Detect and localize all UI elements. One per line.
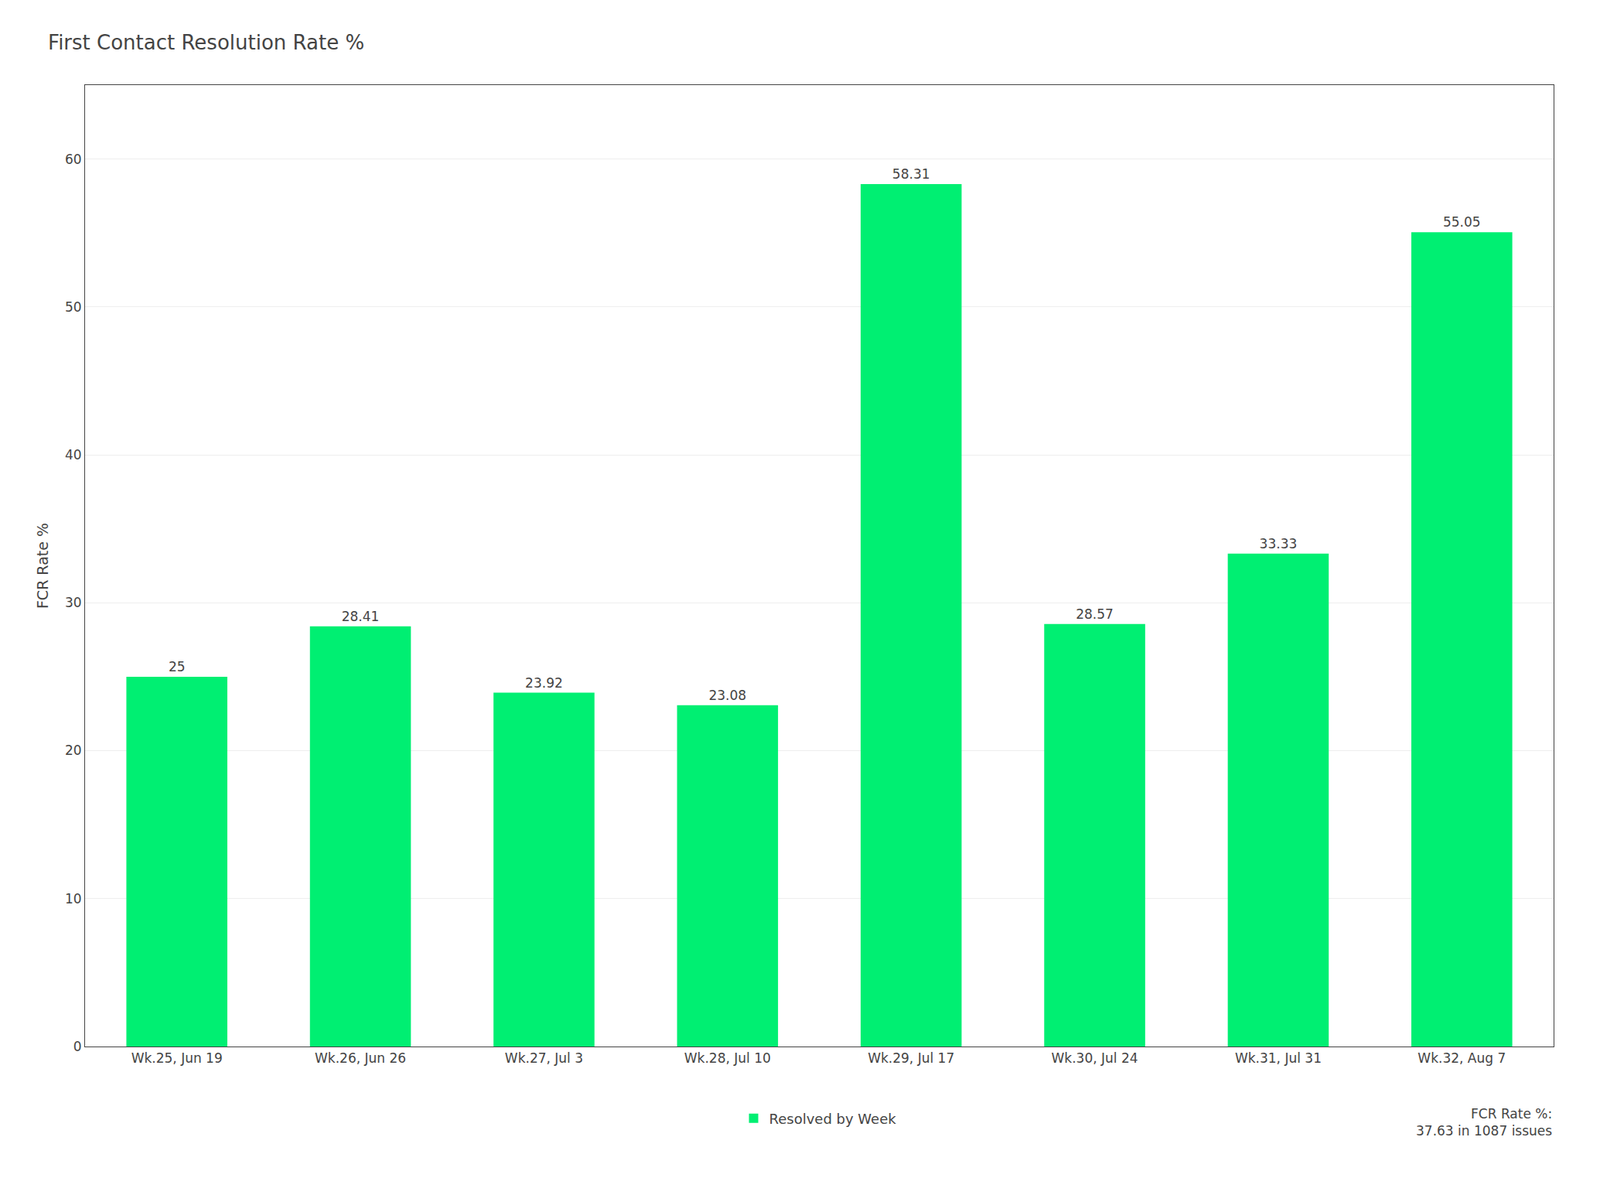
svg-text:50: 50	[64, 299, 82, 315]
svg-text:25: 25	[168, 658, 186, 675]
svg-text:20: 20	[64, 742, 82, 758]
svg-text:Wk.25, Jun 19: Wk.25, Jun 19	[131, 1050, 223, 1066]
svg-text:60: 60	[64, 151, 82, 168]
svg-text:Wk.27, Jul 3: Wk.27, Jul 3	[504, 1050, 584, 1066]
svg-text:Wk.29, Jul 17: Wk.29, Jul 17	[867, 1050, 955, 1066]
svg-text:Wk.28, Jul 10: Wk.28, Jul 10	[684, 1050, 772, 1066]
svg-text:55.05: 55.05	[1443, 214, 1481, 230]
svg-text:23.08: 23.08	[708, 687, 747, 703]
svg-text:Wk.26, Jun 26: Wk.26, Jun 26	[314, 1050, 406, 1066]
svg-text:Resolved by Week: Resolved by Week	[769, 1110, 898, 1127]
svg-text:FCR Rate %:37.63 in 1087 issue: FCR Rate %:37.63 in 1087 issues	[1415, 1105, 1553, 1139]
svg-text:Wk.32, Aug 7: Wk.32, Aug 7	[1417, 1050, 1506, 1066]
svg-text:30: 30	[64, 594, 82, 611]
svg-text:FCR Rate %: FCR Rate %	[34, 522, 52, 609]
svg-text:Wk.30, Jul 24: Wk.30, Jul 24	[1051, 1050, 1139, 1066]
svg-text:40: 40	[64, 446, 82, 463]
svg-text:0: 0	[73, 1038, 82, 1055]
svg-text:10: 10	[64, 890, 82, 907]
svg-text:58.31: 58.31	[892, 166, 931, 182]
svg-text:23.92: 23.92	[525, 675, 563, 691]
svg-text:First Contact Resolution Rate: First Contact Resolution Rate %	[47, 30, 365, 55]
svg-text:Wk.31, Jul 31: Wk.31, Jul 31	[1234, 1050, 1322, 1066]
svg-text:28.41: 28.41	[341, 608, 380, 625]
svg-text:33.33: 33.33	[1259, 535, 1298, 552]
svg-text:28.57: 28.57	[1075, 606, 1114, 622]
